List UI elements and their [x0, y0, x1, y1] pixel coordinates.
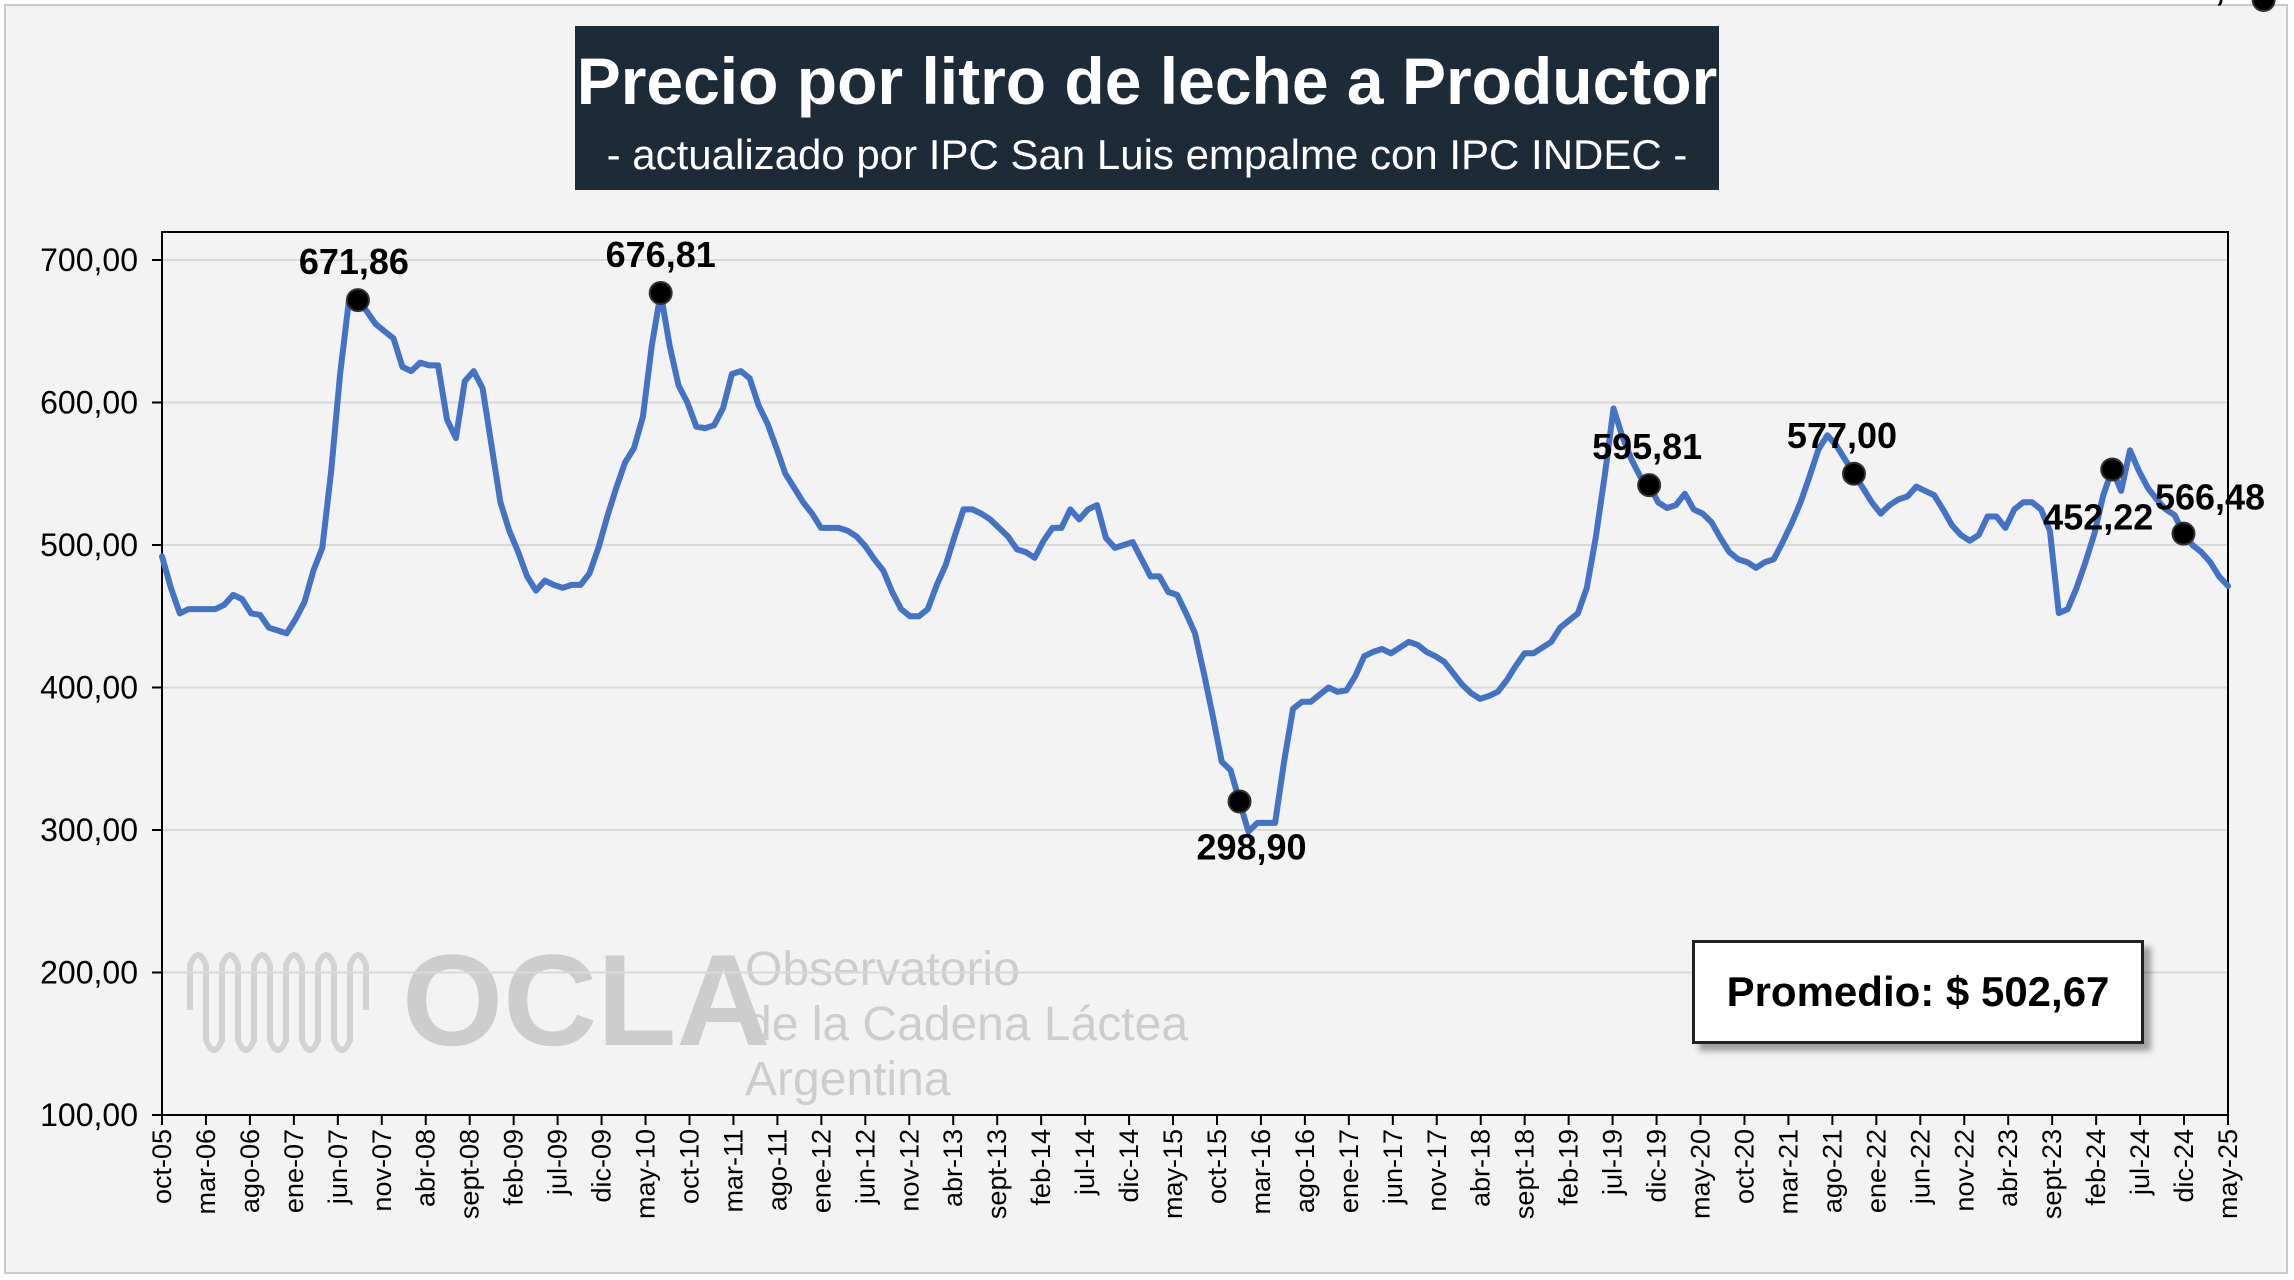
x-tick-label: abr-13 [938, 1129, 968, 1207]
title-box: Precio por litro de leche a Productor - … [575, 26, 1719, 190]
data-label: 671,86 [299, 241, 409, 282]
x-tick-label: mar-06 [191, 1129, 221, 1215]
x-tick-label: nov-17 [1422, 1129, 1452, 1212]
x-tick-label: ago-21 [1817, 1129, 1847, 1213]
data-label: 595,81 [1592, 426, 1702, 467]
x-tick-label: mar-16 [1246, 1129, 1276, 1215]
x-tick-label: sept-23 [2037, 1129, 2067, 1219]
data-marker [2171, 521, 2196, 546]
x-tick-label: ene-12 [806, 1129, 836, 1213]
x-tick-label: ago-16 [1290, 1129, 1320, 1213]
y-tick-label: 300,00 [40, 812, 138, 848]
series-line [159, 290, 2231, 835]
data-marker [2251, 0, 2276, 12]
x-tick-label: ene-17 [1334, 1129, 1364, 1213]
x-tick-label: may-15 [1158, 1129, 1188, 1219]
chart-frame [4, 4, 2288, 1274]
x-tick-label: may-10 [631, 1129, 661, 1219]
data-marker [1841, 461, 1866, 486]
x-tick-label: jun-17 [1378, 1129, 1408, 1205]
x-tick-label: jun-07 [323, 1129, 353, 1205]
x-tick-label: oct-05 [147, 1129, 177, 1204]
y-tick-label: 600,00 [40, 385, 138, 421]
x-tick-label: jul-09 [543, 1129, 573, 1196]
watermark-line2: de la Cadena Láctea [745, 998, 1188, 1051]
x-tick-label: oct-15 [1202, 1129, 1232, 1204]
watermark-logo-text: OCLA [402, 927, 770, 1073]
x-tick-label: feb-19 [1554, 1129, 1584, 1206]
x-tick-label: sept-18 [1510, 1129, 1540, 1219]
x-tick-label: ago-11 [762, 1129, 792, 1211]
x-tick-label: oct-10 [674, 1129, 704, 1204]
x-tick-label: feb-24 [2081, 1129, 2111, 1206]
data-label: 676,81 [606, 234, 716, 275]
x-tick-label: feb-14 [1026, 1129, 1056, 1206]
average-box: Promedio: $ 502,67 [1692, 940, 2144, 1044]
x-tick-label: jul-14 [1070, 1129, 1100, 1196]
y-tick-label: 500,00 [40, 527, 138, 563]
data-marker [2100, 457, 2125, 482]
x-tick-label: ene-22 [1861, 1129, 1891, 1213]
watermark-line3: Argentina [745, 1053, 951, 1106]
x-tick-label: jul-24 [2125, 1129, 2155, 1196]
x-tick-label: dic-14 [1114, 1129, 1144, 1203]
data-marker [648, 281, 673, 306]
x-tick-label: jun-22 [1905, 1129, 1935, 1205]
x-tick-label: ene-07 [279, 1129, 309, 1213]
data-label: 577,00 [1787, 415, 1897, 456]
watermark-line1: Observatorio [745, 943, 1020, 996]
data-marker [1227, 789, 1252, 814]
x-tick-label: nov-12 [894, 1129, 924, 1212]
x-tick-label: feb-09 [499, 1129, 529, 1206]
x-tick-label: jul-19 [1598, 1129, 1628, 1196]
x-tick-label: abr-18 [1466, 1129, 1496, 1207]
data-marker [1637, 473, 1662, 498]
x-tick-label: sept-13 [982, 1129, 1012, 1219]
data-label: 471,24 [2155, 0, 2265, 8]
data-labels: 671,86 676,81 298,90 595,81 577,00 452,22 566,… [299, 0, 2265, 868]
data-label: 566,48 [2155, 477, 2265, 518]
y-tick-label: 700,00 [40, 242, 138, 278]
gridlines [162, 259, 2228, 974]
y-tick-label: 200,00 [40, 955, 138, 991]
x-tick-label: may-20 [1686, 1129, 1716, 1219]
x-tick-label: abr-08 [411, 1129, 441, 1207]
x-tick-label: mar-11 [718, 1129, 748, 1213]
y-axis: 100,00 200,00 300,00 400,00 500,00 600,00 700,… [40, 242, 162, 1133]
y-tick-label: 100,00 [40, 1097, 138, 1133]
data-label: 298,90 [1196, 827, 1306, 868]
x-tick-label: may-25 [2213, 1129, 2243, 1219]
x-tick-label: nov-07 [367, 1129, 397, 1212]
x-tick-label: abr-23 [1993, 1129, 2023, 1207]
x-axis: oct-05 mar-06 ago-06 ene-07 jun-07 nov-07 abr-… [147, 1115, 2243, 1219]
chart-title: Precio por litro de leche a Productor [576, 44, 1718, 118]
plot-area [161, 231, 2229, 1116]
ocla-watermark: OCLA Observatorio de la Cadena Láctea Ar… [187, 927, 1188, 1106]
data-markers [345, 0, 2276, 814]
x-tick-label: dic-24 [2169, 1129, 2199, 1203]
y-tick-label: 400,00 [40, 670, 138, 706]
data-label: 452,22 [2043, 496, 2153, 537]
x-tick-label: oct-20 [1729, 1129, 1759, 1204]
x-tick-label: sept-08 [455, 1129, 485, 1219]
chart-subtitle: - actualizado por IPC San Luis empalme c… [606, 131, 1688, 178]
x-tick-label: ago-06 [235, 1129, 265, 1213]
ocla-logo-icon [187, 952, 369, 1053]
x-tick-label: dic-09 [587, 1129, 617, 1203]
x-tick-label: jun-12 [850, 1129, 880, 1205]
average-label: Promedio: $ 502,67 [1726, 968, 2110, 1015]
x-tick-label: nov-22 [1949, 1129, 1979, 1212]
x-tick-label: dic-19 [1642, 1129, 1672, 1203]
x-tick-label: mar-21 [1773, 1129, 1803, 1215]
data-marker [345, 288, 370, 313]
